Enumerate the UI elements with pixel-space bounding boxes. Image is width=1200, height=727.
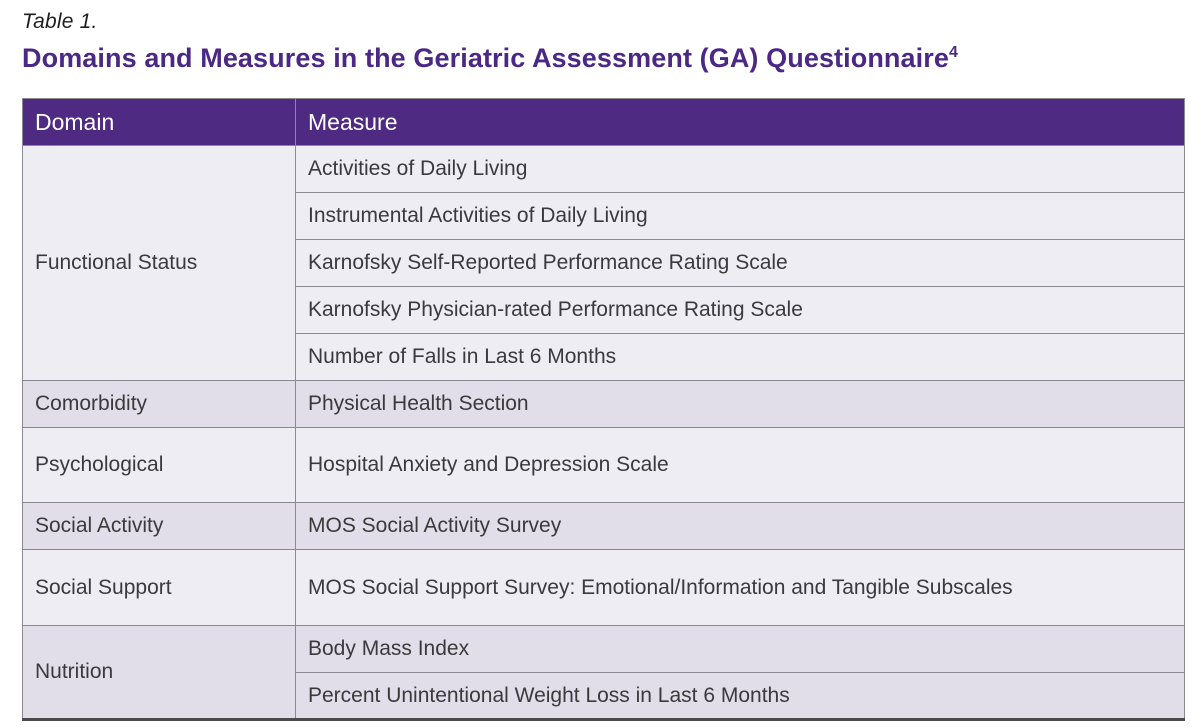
table-row: Percent Unintentional Weight Loss in Las…	[23, 672, 1185, 720]
header-row: Domain Measure	[22, 98, 1185, 146]
measure-cell: Physical Health Section	[295, 380, 1185, 428]
measure-cell: Instrumental Activities of Daily Living	[295, 192, 1185, 240]
domain-cell-nutrition: Nutrition	[22, 625, 296, 720]
measure-cell: Karnofsky Physician-rated Performance Ra…	[295, 286, 1185, 334]
table-row: Comorbidity Physical Health Section	[22, 380, 1185, 428]
table-row: Psychological Hospital Anxiety and Depre…	[22, 427, 1185, 503]
table-title: Domains and Measures in the Geriatric As…	[22, 43, 1185, 74]
ga-domains-measures-table: Domain Measure Functional Status Activit…	[22, 98, 1185, 721]
measure-cell: MOS Social Activity Survey	[295, 502, 1185, 550]
table-row: Social Activity MOS Social Activity Surv…	[22, 502, 1185, 550]
table-row: Number of Falls in Last 6 Months	[23, 333, 1185, 381]
domain-cell-functional-status: Functional Status	[22, 145, 296, 381]
table-row: Instrumental Activities of Daily Living	[23, 192, 1185, 240]
table-row: Nutrition Body Mass Index	[22, 625, 1185, 720]
column-header-measure: Measure	[295, 98, 1185, 146]
measure-cell: Hospital Anxiety and Depression Scale	[295, 427, 1185, 503]
domain-cell-comorbidity: Comorbidity	[22, 380, 296, 428]
table-row: Functional Status Activities of Daily Li…	[22, 145, 1185, 381]
measure-cell: Karnofsky Self-Reported Performance Rati…	[295, 239, 1185, 287]
domain-cell-social-support: Social Support	[22, 549, 296, 626]
measure-cell: Activities of Daily Living	[295, 145, 1185, 193]
measure-cell: Percent Unintentional Weight Loss in Las…	[295, 672, 1185, 720]
measure-cell: MOS Social Support Survey: Emotional/Inf…	[295, 549, 1185, 626]
measure-cell: Number of Falls in Last 6 Months	[295, 333, 1185, 381]
measure-cell: Body Mass Index	[295, 625, 1185, 673]
table-title-text: Domains and Measures in the Geriatric As…	[22, 43, 949, 73]
domain-cell-social-activity: Social Activity	[22, 502, 296, 550]
table-row: Karnofsky Self-Reported Performance Rati…	[23, 239, 1185, 287]
citation-superscript: 4	[948, 44, 958, 61]
table-caption: Table 1.	[22, 10, 98, 33]
domain-cell-psychological: Psychological	[22, 427, 296, 503]
table-row: Social Support MOS Social Support Survey…	[22, 549, 1185, 626]
column-header-domain: Domain	[22, 98, 296, 146]
